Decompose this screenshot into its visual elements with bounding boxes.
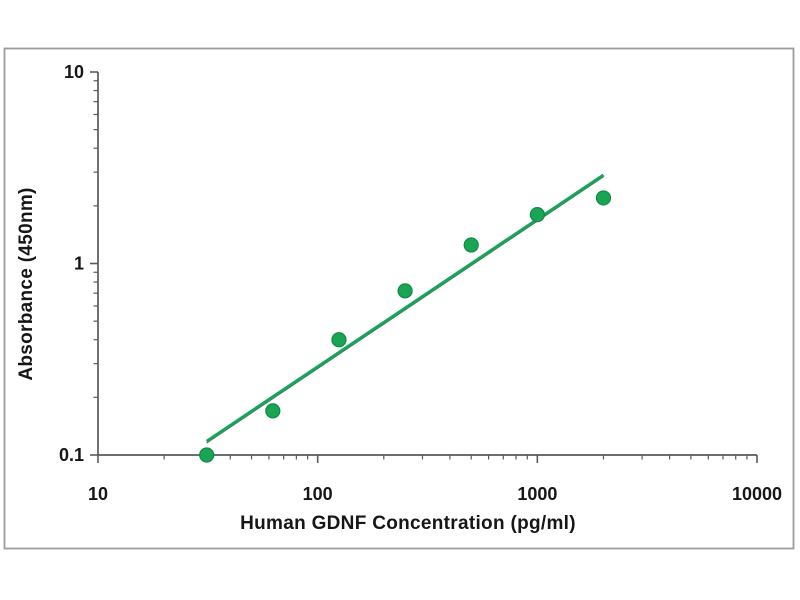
y-axis-title: Absorbance (450nm) bbox=[16, 187, 37, 380]
data-point bbox=[397, 283, 413, 299]
data-series bbox=[199, 173, 612, 463]
x-tick-label: 1000 bbox=[517, 484, 557, 504]
data-point bbox=[463, 237, 479, 253]
data-point bbox=[199, 447, 215, 463]
x-tick-label: 10 bbox=[88, 484, 108, 504]
y-tick-label: 0.1 bbox=[59, 445, 84, 465]
x-axis-title: Human GDNF Concentration (pg/ml) bbox=[240, 513, 576, 534]
x-tick-label: 100 bbox=[303, 484, 333, 504]
axis-spines bbox=[97, 72, 757, 456]
y-tick-label: 10 bbox=[64, 62, 84, 82]
data-point bbox=[529, 207, 545, 223]
data-point bbox=[265, 403, 281, 419]
data-point bbox=[331, 332, 347, 348]
x-tick-label: 10000 bbox=[732, 484, 782, 504]
y-tick-label: 1 bbox=[74, 254, 84, 274]
data-point bbox=[595, 190, 612, 206]
chart-frame bbox=[3, 47, 795, 550]
axis-tick-labels: 10 100 1000 10000 0.1 1 10 bbox=[59, 62, 782, 504]
